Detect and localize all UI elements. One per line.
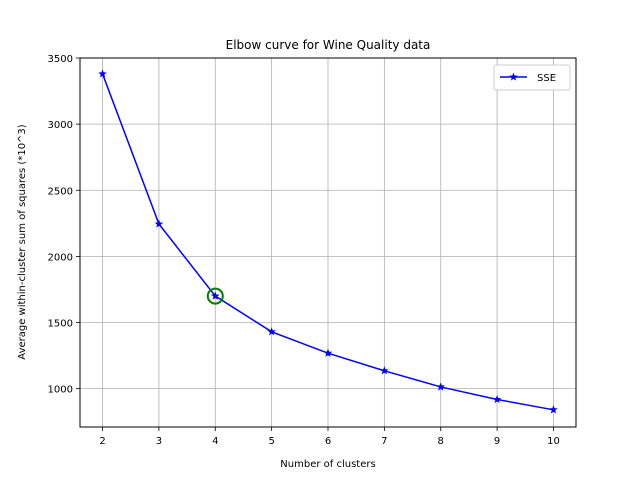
- data-point-star: [549, 405, 558, 414]
- legend: SSE: [493, 64, 571, 91]
- y-axis-label: Average within-cluster sum of squares (*…: [17, 124, 28, 359]
- x-tick-label: 2: [99, 436, 105, 447]
- y-tick-label: 2000: [48, 252, 73, 263]
- data-point-star: [154, 219, 164, 228]
- series-layer: [98, 69, 558, 414]
- y-tick-label: 3000: [48, 120, 73, 131]
- x-tick-label: 10: [547, 436, 560, 447]
- data-point-star: [210, 291, 220, 300]
- legend-star-marker: [509, 72, 518, 81]
- x-tick-label: 6: [325, 436, 331, 447]
- elbow-highlight-circle: [206, 287, 224, 305]
- x-tick-label: 7: [381, 436, 387, 447]
- x-tick-label: 5: [268, 436, 274, 447]
- x-axis-ticks: 2 3 4 5 6 7 8 9 10: [99, 427, 560, 447]
- data-point-star: [323, 348, 333, 357]
- legend-label-sse: SSE: [537, 73, 556, 84]
- data-point-star: [436, 382, 446, 391]
- data-point-star: [98, 69, 107, 78]
- x-axis-label: Number of clusters: [280, 459, 375, 470]
- y-tick-label: 2500: [48, 186, 73, 197]
- y-tick-label: 1000: [48, 385, 73, 396]
- x-tick-label: 8: [438, 436, 444, 447]
- y-tick-label: 3500: [48, 54, 73, 65]
- data-point-star: [380, 366, 389, 375]
- x-tick-label: 9: [494, 436, 500, 447]
- y-axis-ticks: 1000 1500 2000 2500 3000 3500: [48, 54, 80, 396]
- data-point-star: [492, 394, 502, 404]
- x-tick-label: 3: [156, 436, 162, 447]
- legend-box: [493, 64, 571, 91]
- x-tick-label: 4: [212, 436, 218, 447]
- data-point-star: [267, 327, 276, 336]
- chart-title: Elbow curve for Wine Quality data: [226, 38, 431, 52]
- y-tick-label: 1500: [48, 319, 73, 330]
